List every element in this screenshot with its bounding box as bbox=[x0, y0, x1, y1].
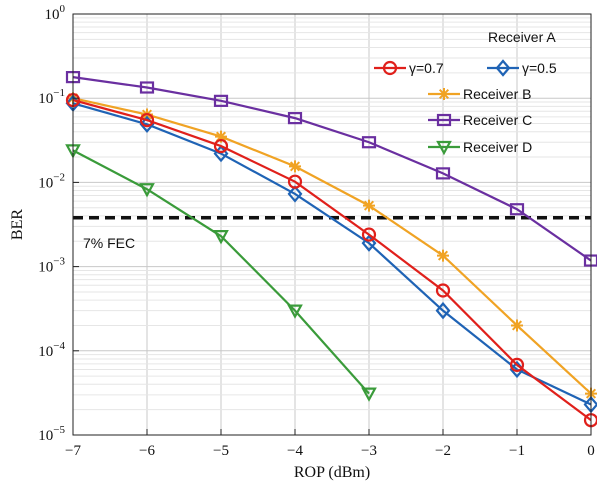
axis-ticks: −7 −6 −5 −4 −3 −2 −1 0 100 10−1 10−2 10−3 10−4 10−5 bbox=[38, 3, 594, 459]
data-point bbox=[435, 301, 451, 320]
legend-marker bbox=[438, 88, 450, 100]
x-tick-label: −5 bbox=[213, 443, 229, 459]
plot-background bbox=[73, 14, 591, 435]
data-point bbox=[287, 174, 303, 189]
data-point bbox=[289, 160, 301, 173]
legend-entry-label: γ=0.7 bbox=[409, 60, 444, 76]
legend-marker bbox=[495, 59, 511, 77]
legend-entry-label: Receiver C bbox=[463, 112, 532, 128]
data-point bbox=[139, 81, 155, 94]
legend-entry-label: γ=0.5 bbox=[522, 60, 557, 76]
grid bbox=[73, 14, 591, 435]
series-line bbox=[72, 97, 592, 395]
data-point bbox=[509, 203, 525, 216]
y-tick-label: 10−3 bbox=[38, 256, 65, 276]
series-line bbox=[72, 99, 592, 422]
data-point bbox=[215, 130, 227, 143]
data-point bbox=[287, 304, 303, 319]
legend-marker bbox=[382, 60, 398, 76]
y-tick-label: 100 bbox=[45, 3, 66, 23]
series-layer bbox=[65, 71, 597, 428]
x-tick-label: −3 bbox=[361, 443, 377, 459]
fec-threshold-label: 7% FEC bbox=[83, 235, 135, 251]
x-tick-label: −7 bbox=[65, 443, 81, 459]
x-tick-label: −6 bbox=[139, 443, 155, 459]
data-point bbox=[361, 387, 377, 402]
data-point bbox=[435, 167, 451, 180]
x-tick-label: −1 bbox=[509, 443, 525, 459]
data-point bbox=[437, 249, 449, 262]
y-tick-label: 10−5 bbox=[38, 424, 65, 444]
data-point bbox=[287, 112, 303, 125]
data-point bbox=[213, 138, 229, 154]
legend-entry-label: Receiver D bbox=[463, 139, 532, 155]
series-line bbox=[72, 76, 592, 262]
series-line bbox=[72, 102, 592, 406]
x-tick-label: −4 bbox=[287, 443, 303, 459]
legend-title: Receiver A bbox=[488, 29, 556, 45]
legend: Receiver A γ=0.7 γ=0.5 Receiver B Receiver … bbox=[374, 29, 557, 156]
data-point bbox=[213, 230, 229, 245]
data-point bbox=[511, 319, 523, 332]
data-point bbox=[361, 234, 377, 252]
data-point bbox=[213, 94, 229, 107]
data-point bbox=[139, 112, 155, 128]
data-point bbox=[139, 183, 155, 198]
y-tick-label: 10−4 bbox=[38, 340, 65, 360]
series-line bbox=[72, 149, 370, 395]
y-tick-label: 10−1 bbox=[38, 87, 65, 107]
legend-marker bbox=[436, 113, 452, 127]
x-axis-label: ROP (dBm) bbox=[294, 464, 370, 481]
y-axis-label: BER bbox=[9, 209, 26, 240]
data-point bbox=[361, 227, 377, 242]
data-point bbox=[363, 199, 375, 212]
data-point bbox=[435, 283, 451, 298]
plot-frame bbox=[72, 13, 592, 436]
data-point bbox=[361, 136, 377, 149]
legend-entry-label: Receiver B bbox=[463, 86, 531, 102]
data-point bbox=[287, 185, 303, 203]
legend-marker bbox=[436, 140, 452, 156]
data-point bbox=[509, 357, 525, 373]
x-tick-label: −2 bbox=[435, 443, 451, 459]
y-tick-label: 10−2 bbox=[38, 171, 65, 191]
x-tick-label: 0 bbox=[587, 443, 595, 459]
